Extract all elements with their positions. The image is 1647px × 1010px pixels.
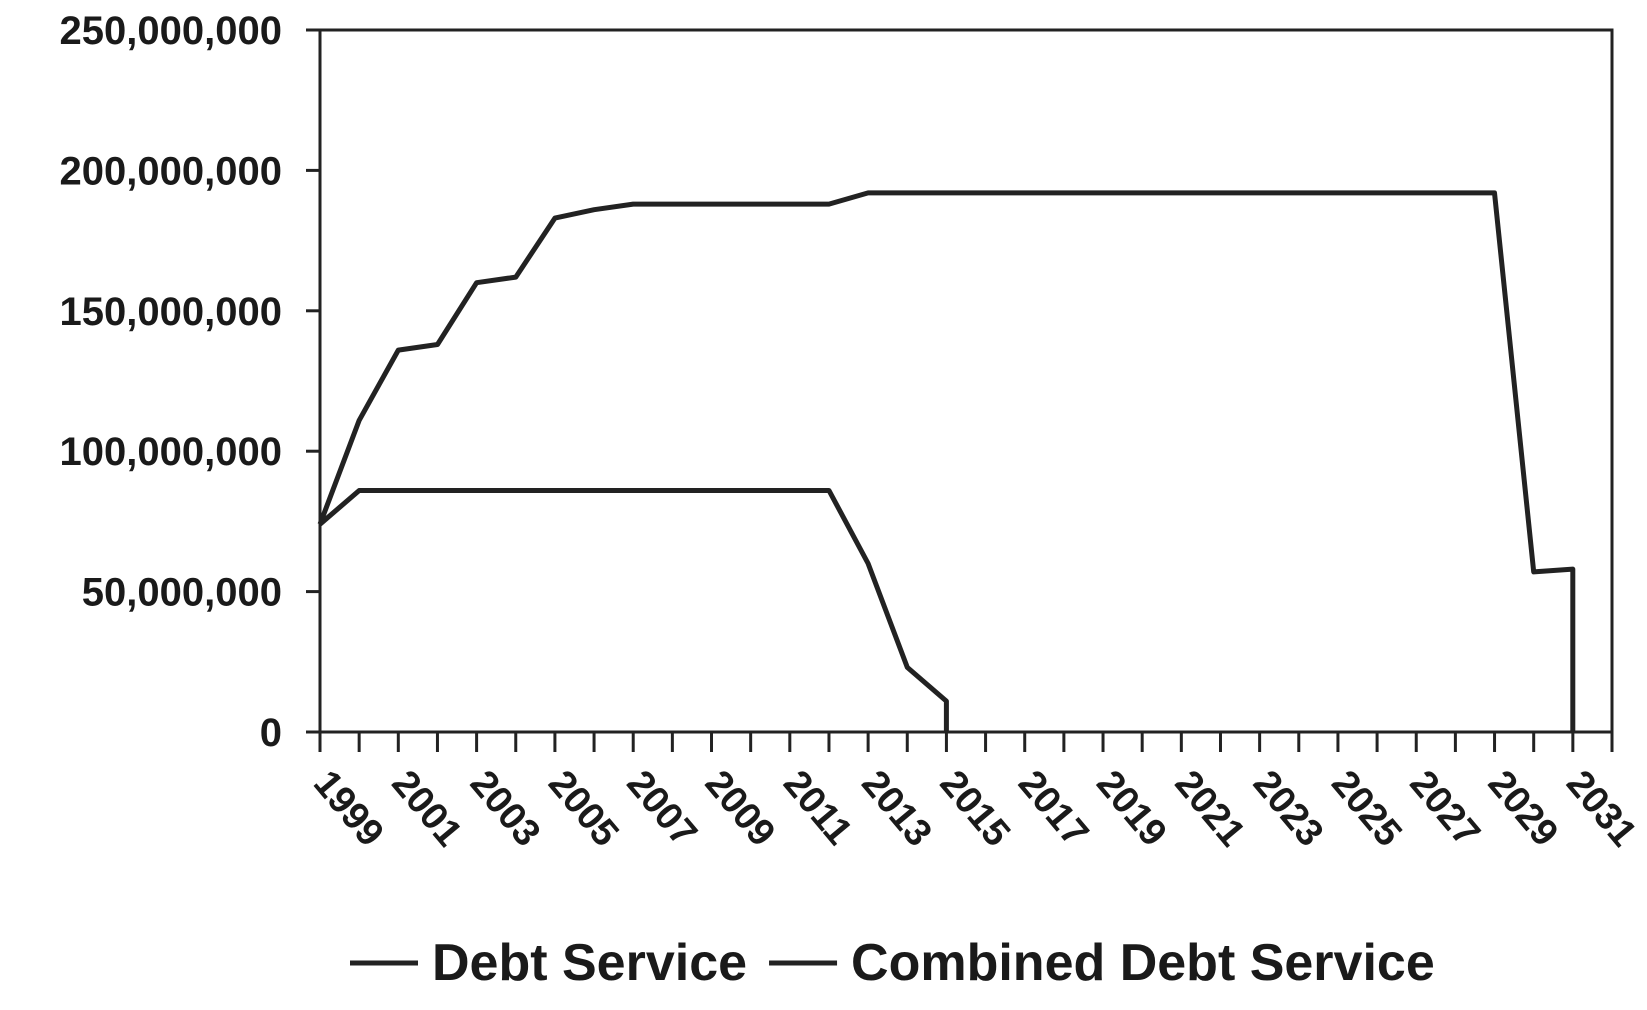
x-tick-label: 2015 <box>932 763 1019 855</box>
y-tick-label: 50,000,000 <box>82 571 282 615</box>
x-tick-label: 2019 <box>1088 763 1175 855</box>
x-tick-label: 1999 <box>305 763 392 855</box>
y-tick-label: 100,000,000 <box>60 430 282 474</box>
x-tick-label: 2025 <box>1323 763 1410 855</box>
series-line-debt-service <box>318 488 949 732</box>
legend-label: Debt Service <box>432 934 747 992</box>
x-tick-label: 2009 <box>697 763 784 855</box>
x-tick-label: 2031 <box>1558 763 1645 855</box>
x-axis-ticks: 1999200120032005200720092011201320152017… <box>305 732 1644 855</box>
x-tick-label: 2005 <box>540 763 627 855</box>
legend-label: Combined Debt Service <box>851 934 1435 992</box>
x-tick-label: 2029 <box>1480 763 1567 855</box>
series-lines <box>317 190 1576 732</box>
x-tick-label: 2021 <box>1166 763 1253 855</box>
x-tick-label: 2003 <box>462 763 549 855</box>
y-tick-label: 200,000,000 <box>60 149 282 193</box>
x-tick-label: 2001 <box>383 763 470 855</box>
x-tick-label: 2011 <box>775 763 860 853</box>
y-tick-label: 250,000,000 <box>60 9 282 53</box>
legend: Debt Service Combined Debt Service <box>350 934 1435 992</box>
y-tick-label: 0 <box>260 711 282 755</box>
x-tick-label: 2017 <box>1010 763 1097 855</box>
y-tick-label: 150,000,000 <box>60 290 282 334</box>
y-axis-ticks: 0 50,000,000 100,000,000 150,000,000 200,000… <box>60 9 320 755</box>
x-tick-label: 2013 <box>853 763 940 855</box>
series-line-combined-debt-service <box>317 190 1576 732</box>
x-tick-label: 2007 <box>618 763 705 855</box>
x-tick-label: 2027 <box>1401 763 1488 855</box>
x-tick-label: 2023 <box>1245 763 1332 855</box>
axes <box>318 28 1614 734</box>
plot-frame <box>318 28 1614 734</box>
